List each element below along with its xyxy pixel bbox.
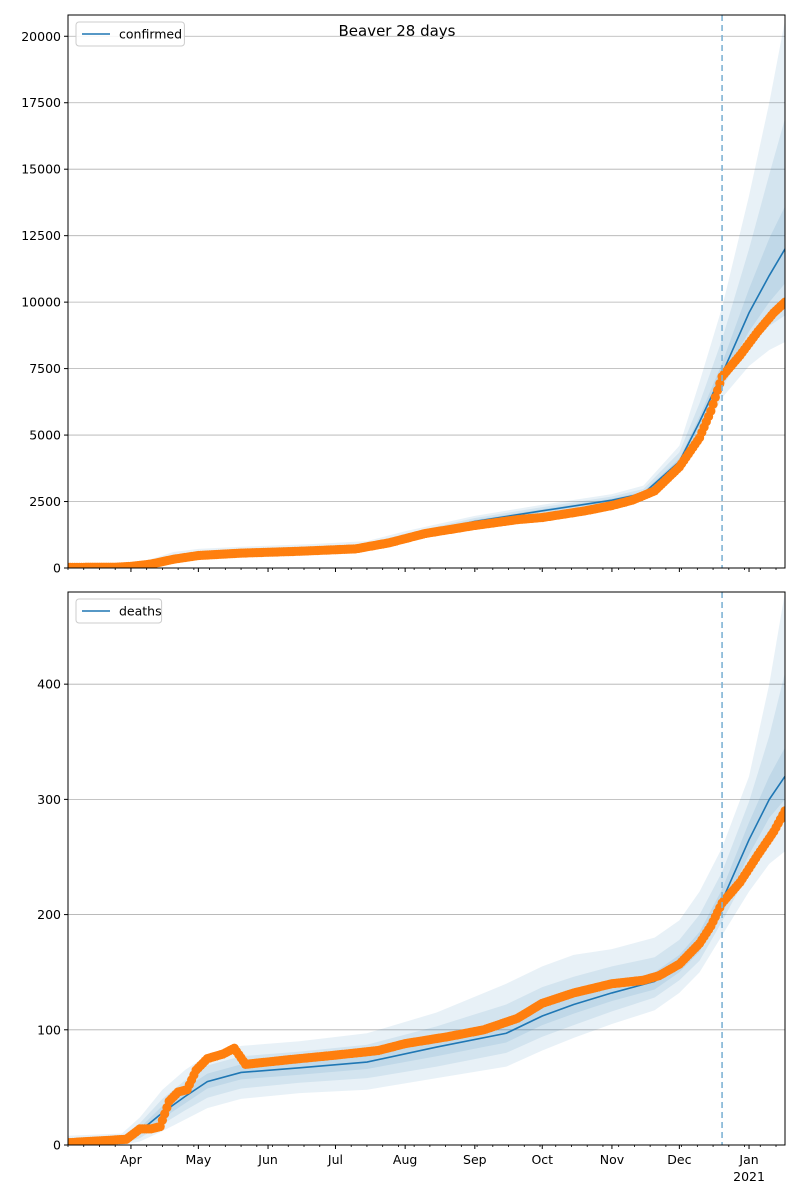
y-tick-label: 300 — [37, 792, 61, 807]
figure-title: Beaver 28 days — [338, 22, 455, 40]
y-tick-label: 17500 — [21, 95, 61, 110]
y-tick-label: 20000 — [21, 29, 61, 44]
x-tick-label: Jan — [738, 1152, 758, 1167]
axes-frame — [67, 14, 786, 569]
y-tick-label: 10000 — [21, 295, 61, 310]
legend-label: deaths — [119, 604, 162, 619]
observed-point — [780, 297, 785, 307]
legend-box — [75, 21, 185, 47]
x-tick-label: Sep — [463, 1152, 487, 1167]
y-tick-label: 5000 — [29, 428, 61, 443]
confirmed-panel: 0 2500 5000 7500 10000 12500 15000 17500 20000 co… — [21, 14, 786, 576]
legend-box — [75, 598, 163, 624]
x-tick-label: Nov — [600, 1152, 625, 1167]
y-tick-label: 0 — [53, 1138, 61, 1153]
plot-area — [68, 592, 785, 1145]
x-tick-label: Jun — [257, 1152, 278, 1167]
observed-point — [780, 806, 785, 816]
y-tick-label: 0 — [53, 561, 61, 576]
uncertainty-band — [68, 672, 785, 1145]
plot-area — [68, 20, 785, 568]
y-tick-label: 2500 — [29, 494, 61, 509]
observed-point — [708, 399, 718, 409]
x-tick-label: Dec — [667, 1152, 691, 1167]
deaths-panel: 0 100 200 300 400 Apr May Jun Jul Aug Sep Oct Nov Dec… — [37, 591, 786, 1184]
y-tick-label: 7500 — [29, 361, 61, 376]
x-tick-label: Oct — [531, 1152, 553, 1167]
legend-label: confirmed — [119, 27, 182, 42]
observed-point — [710, 392, 720, 402]
y-tick-label: 15000 — [21, 162, 61, 177]
y-tick-label: 12500 — [21, 228, 61, 243]
uncertainty-band — [68, 592, 785, 1145]
observed-point — [706, 406, 716, 416]
y-tick-label: 400 — [37, 677, 61, 692]
x-tick-label: May — [185, 1152, 211, 1167]
x-tick-label: Apr — [120, 1152, 142, 1167]
x-tick-label: Jul — [327, 1152, 343, 1167]
y-tick-label: 100 — [37, 1022, 61, 1037]
observed-point — [712, 385, 723, 395]
legend: confirmed — [75, 21, 185, 47]
y-tick-label: 200 — [37, 907, 61, 922]
axes-frame — [67, 591, 786, 1146]
x-tick-label: Aug — [393, 1152, 417, 1167]
legend: deaths — [75, 598, 163, 624]
x-year-label: 2021 — [733, 1169, 765, 1184]
